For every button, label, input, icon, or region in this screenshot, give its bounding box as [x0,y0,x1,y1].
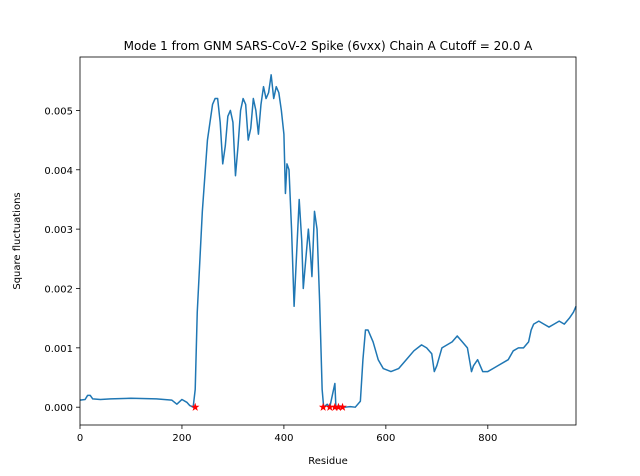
y-axis-label: Square fluctuations [12,192,23,289]
x-tick-label: 800 [478,433,497,444]
marker [318,402,328,411]
y-tick-label: 0.002 [44,284,73,295]
line [79,74,577,408]
y-tick-label: 0.003 [44,225,73,236]
x-tick-label: 600 [376,433,395,444]
marker [330,402,340,411]
marker [334,402,343,411]
chart-title: Mode 1 from GNM SARS-CoV-2 Spike (6vxx) … [124,39,534,53]
y-tick-label: 0.004 [44,166,73,177]
marker [325,402,335,411]
x-tick-label: 400 [274,433,293,444]
x-axis-label: Residue [308,456,347,467]
y-tick-label: 0.005 [44,106,73,117]
marker [190,402,200,411]
y-tick-label: 0.000 [44,403,73,414]
y-tick-label: 0.001 [44,344,73,355]
x-tick-label: 0 [77,433,83,444]
x-tick-label: 200 [172,433,191,444]
marker [338,402,347,411]
plot-frame [79,56,577,426]
